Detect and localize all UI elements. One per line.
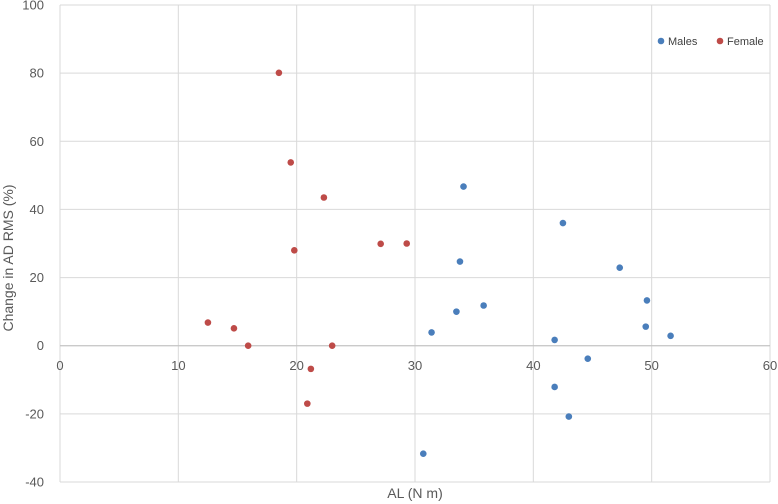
- legend-marker-males: [657, 37, 665, 45]
- data-point-males: [428, 329, 435, 336]
- y-axis-title: Change in AD RMS (%): [0, 184, 16, 331]
- x-axis-title: AL (N m): [387, 485, 442, 501]
- data-point-males: [616, 264, 624, 271]
- data-point-female: [328, 342, 336, 350]
- y-tick-label: 20: [30, 270, 44, 285]
- x-tick-label: 10: [171, 358, 185, 373]
- y-tick-label: 60: [30, 134, 44, 149]
- legend-label-males: Males: [668, 36, 698, 48]
- x-tick-label: 60: [763, 358, 777, 373]
- data-point-female: [204, 319, 212, 326]
- data-point-males: [643, 297, 651, 304]
- x-tick-label: 20: [289, 358, 303, 373]
- y-tick-label: 80: [30, 66, 44, 81]
- data-point-female: [377, 240, 384, 248]
- data-point-males: [460, 183, 467, 190]
- data-point-males: [642, 323, 650, 330]
- data-point-males: [584, 355, 592, 362]
- x-tick-label: 50: [644, 358, 658, 373]
- gridlines: [59, 4, 771, 483]
- data-point-female: [307, 365, 315, 373]
- data-points: [204, 69, 674, 458]
- data-point-males: [419, 450, 427, 458]
- data-point-female: [320, 194, 328, 201]
- y-tick-label: 100: [22, 0, 44, 13]
- y-tick-labels: -40 -20 0 20 40 60 80 100: [22, 0, 44, 490]
- data-point-female: [275, 69, 283, 77]
- data-point-female: [244, 342, 252, 350]
- data-point-female: [304, 400, 311, 407]
- data-point-female: [403, 240, 411, 247]
- data-point-males: [551, 336, 558, 344]
- y-tick-label: -20: [25, 406, 44, 421]
- x-tick-label: 40: [526, 358, 540, 373]
- legend-label-female: Female: [727, 36, 764, 48]
- data-point-males: [559, 219, 567, 227]
- data-point-female: [287, 159, 295, 166]
- data-point-males: [565, 413, 573, 420]
- data-point-males: [480, 302, 487, 309]
- y-tick-label: 40: [30, 202, 44, 217]
- x-tick-label: 0: [56, 358, 63, 373]
- legend: Males Female: [657, 36, 764, 48]
- x-tick-label: 30: [408, 358, 422, 373]
- y-tick-label: -40: [25, 475, 44, 490]
- data-point-males: [551, 383, 558, 391]
- x-tick-labels: 0 10 20 30 40 50 60: [56, 358, 777, 373]
- y-tick-label: 0: [37, 338, 44, 353]
- data-point-males: [667, 332, 674, 340]
- data-point-males: [456, 258, 464, 265]
- data-point-female: [230, 325, 238, 332]
- legend-marker-female: [716, 37, 724, 45]
- data-point-female: [291, 247, 298, 254]
- data-point-males: [453, 308, 460, 315]
